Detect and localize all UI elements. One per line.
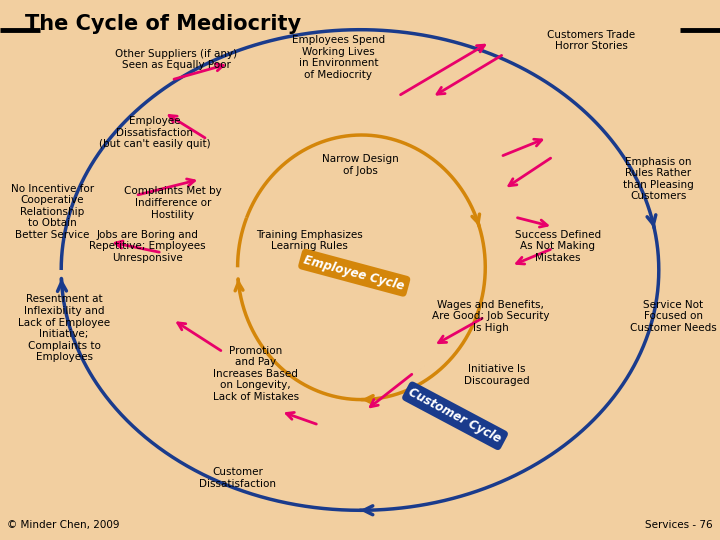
Text: No Incentive for
Cooperative
Relationship
to Obtain
Better Service: No Incentive for Cooperative Relationshi…	[11, 184, 94, 240]
Text: Promotion
and Pay
Increases Based
on Longevity,
Lack of Mistakes: Promotion and Pay Increases Based on Lon…	[212, 346, 299, 402]
Text: Emphasis on
Rules Rather
than Pleasing
Customers: Emphasis on Rules Rather than Pleasing C…	[623, 157, 693, 201]
Text: Customer
Dissatisfaction: Customer Dissatisfaction	[199, 467, 276, 489]
Text: Customer Cycle: Customer Cycle	[407, 386, 503, 445]
Text: Narrow Design
of Jobs: Narrow Design of Jobs	[322, 154, 398, 176]
Text: Initiative Is
Discouraged: Initiative Is Discouraged	[464, 364, 530, 386]
Text: © Minder Chen, 2009: © Minder Chen, 2009	[7, 520, 120, 530]
Text: Success Defined
As Not Making
Mistakes: Success Defined As Not Making Mistakes	[515, 230, 601, 262]
Text: Resentment at
Inflexibility and
Lack of Employee
Initiative;
Complaints to
Emplo: Resentment at Inflexibility and Lack of …	[18, 294, 110, 362]
Text: Training Emphasizes
Learning Rules: Training Emphasizes Learning Rules	[256, 230, 363, 251]
Text: Services - 76: Services - 76	[645, 520, 713, 530]
Text: Complaints Met by
Indifference or
Hostility: Complaints Met by Indifference or Hostil…	[124, 186, 222, 219]
Text: Other Suppliers (if any)
Seen as Equally Poor: Other Suppliers (if any) Seen as Equally…	[115, 49, 238, 70]
Text: Jobs are Boring and
Repetitive; Employees
Unresponsive: Jobs are Boring and Repetitive; Employee…	[89, 230, 206, 262]
Text: Wages and Benefits,
Are Good; Job Security
Is High: Wages and Benefits, Are Good; Job Securi…	[432, 300, 549, 333]
Text: The Cycle of Mediocrity: The Cycle of Mediocrity	[25, 14, 302, 33]
Text: Employees Spend
Working Lives
in Environment
of Mediocrity: Employees Spend Working Lives in Environ…	[292, 35, 385, 80]
Text: Employee Cycle: Employee Cycle	[302, 253, 406, 292]
Text: Customers Trade
Horror Stories: Customers Trade Horror Stories	[547, 30, 635, 51]
Text: Employee
Dissatisfaction
(but can't easily quit): Employee Dissatisfaction (but can't easi…	[99, 116, 211, 149]
Text: Service Not
Focused on
Customer Needs: Service Not Focused on Customer Needs	[630, 300, 716, 333]
